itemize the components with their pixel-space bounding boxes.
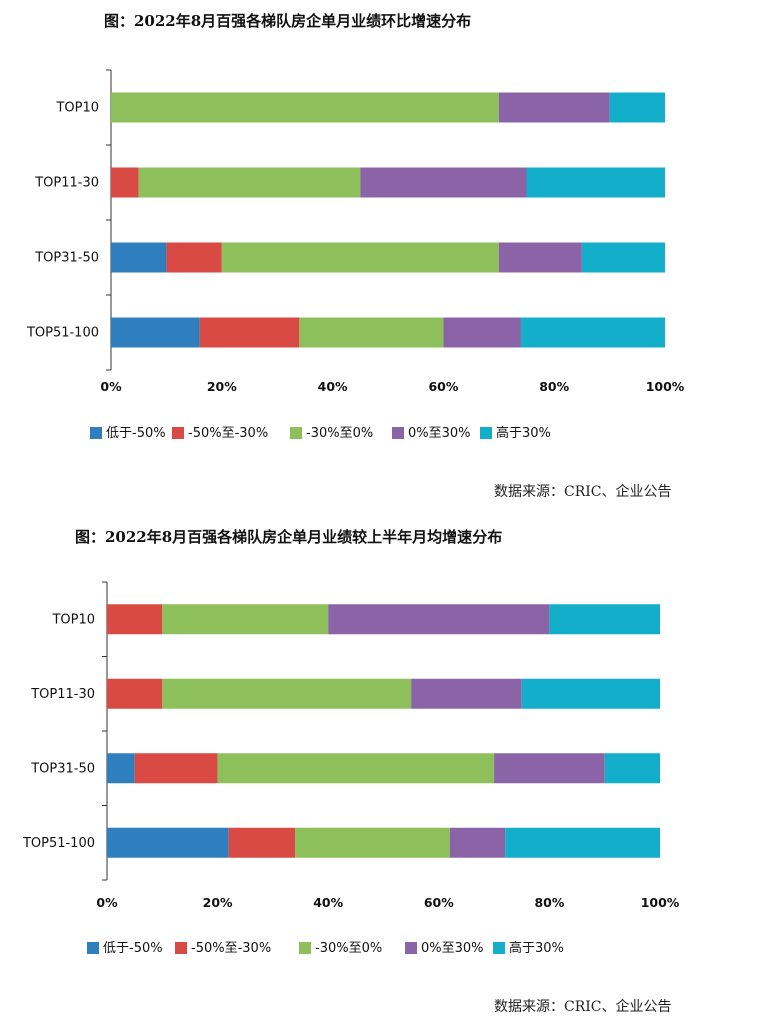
bar-2-top10-series-3: [328, 604, 550, 635]
legend-swatch-3: [392, 427, 404, 439]
category-label: TOP11-30: [30, 687, 95, 702]
category-label: TOP51-100: [26, 326, 99, 341]
legend-swatch-4: [480, 427, 492, 439]
bar-2-top11-30-series-2: [162, 678, 412, 709]
legend-label-1: -50%至-30%: [191, 941, 271, 956]
category-label: TOP10: [55, 101, 99, 116]
x-tick-label: 80%: [539, 379, 569, 394]
x-tick-label: 40%: [313, 895, 343, 910]
bar-1-top11-30-series-3: [360, 167, 527, 198]
chart-1: TOP10 TOP11-30 TOP31-50 TOP51-100 0% 20% 40% 60…: [26, 69, 685, 441]
bar-2-top51-100-series-1: [228, 827, 296, 858]
legend-swatch-2: [290, 427, 302, 439]
bar-2-top11-30-series-3: [411, 678, 522, 709]
x-tick-label: 80%: [534, 895, 564, 910]
x-tick-label: 20%: [207, 379, 237, 394]
bar-1-top10-series-2: [111, 92, 499, 123]
bar-2-top10-series-1: [107, 604, 163, 635]
category-label: TOP31-50: [30, 761, 95, 776]
bar-2-top31-50-series-4: [604, 753, 660, 784]
legend-swatch-1: [175, 942, 187, 954]
legend-swatch-1: [172, 427, 184, 439]
chart-2: TOP10 TOP11-30 TOP31-50 TOP51-100 0% 20% 40% 60…: [22, 581, 680, 956]
legend-swatch-4: [493, 942, 505, 954]
x-tick-label: 40%: [318, 379, 348, 394]
category-label: TOP10: [51, 612, 95, 627]
chart-2-title: 图：2022年8月百强各梯队房企单月业绩较上半年月均增速分布: [75, 528, 503, 546]
category-label: TOP51-100: [22, 836, 95, 851]
chart-1-source: 数据来源：CRIC、企业公告: [494, 484, 672, 500]
bar-2-top11-30-series-4: [521, 678, 660, 709]
legend-swatch-3: [405, 942, 417, 954]
x-tick-label: 100%: [646, 379, 685, 394]
bar-2-top51-100-series-0: [107, 827, 229, 858]
chart-1-title: 图：2022年8月百强各梯队房企单月业绩环比增速分布: [104, 12, 472, 30]
bar-2-top31-50-series-2: [217, 753, 495, 784]
bar-1-top51-100-series-2: [299, 317, 444, 348]
bar-2-top51-100-series-3: [449, 827, 506, 858]
category-label: TOP11-30: [34, 176, 99, 191]
x-tick-label: 20%: [203, 895, 233, 910]
bar-2-top31-50-series-1: [134, 753, 218, 784]
legend-label-3: 0%至30%: [408, 426, 471, 441]
bar-1-top51-100-series-3: [443, 317, 521, 348]
bar-1-top31-50-series-1: [166, 242, 222, 273]
legend-label-1: -50%至-30%: [188, 426, 268, 441]
x-tick-label: 60%: [424, 895, 454, 910]
bar-2-top31-50-series-0: [107, 753, 135, 784]
x-tick-label: 0%: [96, 895, 118, 910]
bar-1-top31-50-series-2: [221, 242, 499, 273]
bar-1-top10-series-3: [498, 92, 610, 123]
legend-label-4: 高于30%: [509, 940, 564, 956]
bar-1-top31-50-series-4: [581, 242, 665, 273]
legend-label-0: 低于-50%: [106, 426, 166, 441]
x-tick-label: 60%: [428, 379, 458, 394]
bar-1-top11-30-series-2: [138, 167, 361, 198]
bar-2-top10-series-4: [549, 604, 660, 635]
bar-2-top51-100-series-4: [505, 827, 660, 858]
chart-2-source: 数据来源：CRIC、企业公告: [494, 999, 672, 1015]
legend-swatch-2: [299, 942, 311, 954]
bar-1-top11-30-series-1: [111, 167, 139, 198]
bar-1-top31-50-series-0: [111, 242, 167, 273]
bar-1-top51-100-series-4: [520, 317, 665, 348]
legend-label-2: -30%至0%: [315, 941, 382, 956]
bar-2-top10-series-2: [162, 604, 329, 635]
bar-2-top51-100-series-2: [295, 827, 450, 858]
x-tick-label: 0%: [100, 379, 122, 394]
legend-label-2: -30%至0%: [306, 426, 373, 441]
bar-1-top31-50-series-3: [498, 242, 582, 273]
legend-swatch-0: [90, 427, 102, 439]
legend-swatch-0: [87, 942, 99, 954]
bar-1-top11-30-series-4: [526, 167, 665, 198]
bar-1-top51-100-series-1: [199, 317, 300, 348]
x-tick-label: 100%: [641, 895, 680, 910]
bar-1-top10-series-4: [609, 92, 665, 123]
legend-label-4: 高于30%: [496, 425, 551, 441]
category-label: TOP31-50: [34, 251, 99, 266]
legend-label-0: 低于-50%: [103, 941, 163, 956]
bar-2-top11-30-series-1: [107, 678, 163, 709]
legend-label-3: 0%至30%: [421, 941, 484, 956]
bar-1-top51-100-series-0: [111, 317, 200, 348]
bar-2-top31-50-series-3: [494, 753, 605, 784]
